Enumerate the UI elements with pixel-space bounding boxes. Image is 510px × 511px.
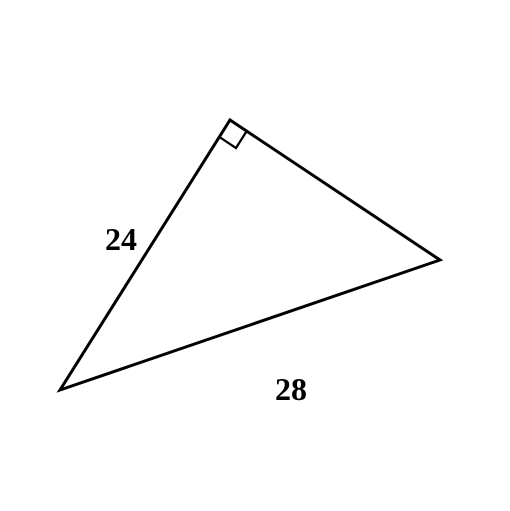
right-angle-marker bbox=[219, 131, 246, 148]
edge-label-left: 24 bbox=[105, 221, 137, 257]
edge-label-bottom: 28 bbox=[275, 371, 307, 407]
triangle-figure: 24 28 bbox=[0, 0, 510, 511]
